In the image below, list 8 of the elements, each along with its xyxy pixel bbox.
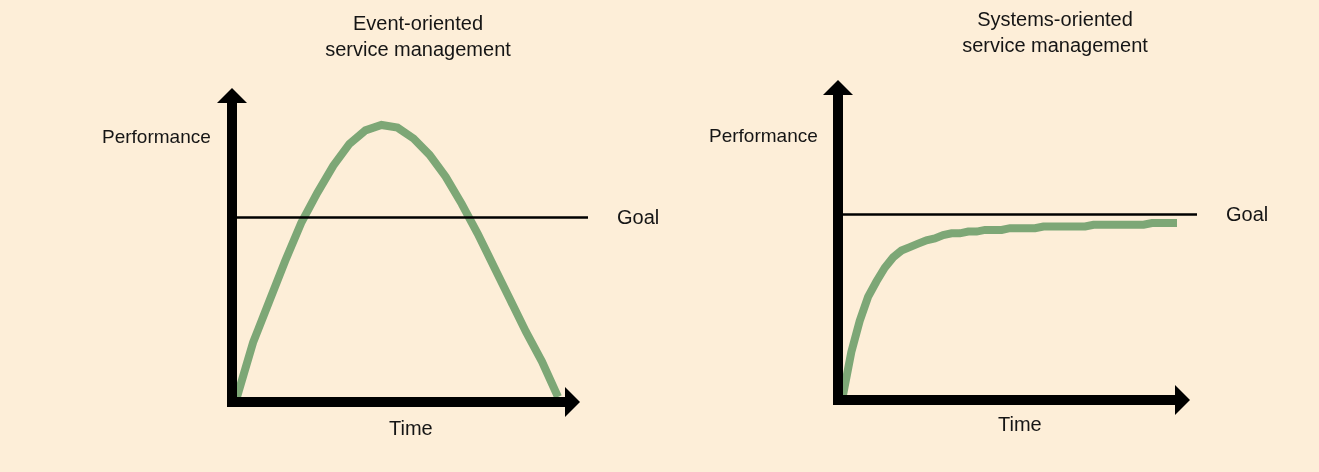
ref-line-label: Goal [617, 206, 660, 228]
chart-title: Systems-oriented service management [962, 8, 1149, 56]
ref-line-label: Goal [1226, 203, 1269, 225]
x-axis-title: Time [998, 413, 1042, 435]
chart-title: Event-oriented service management [325, 12, 512, 60]
x-axis-title: Time [389, 417, 433, 439]
y-axis-title: Performance [102, 126, 211, 147]
y-axis-title: Performance [709, 125, 818, 146]
